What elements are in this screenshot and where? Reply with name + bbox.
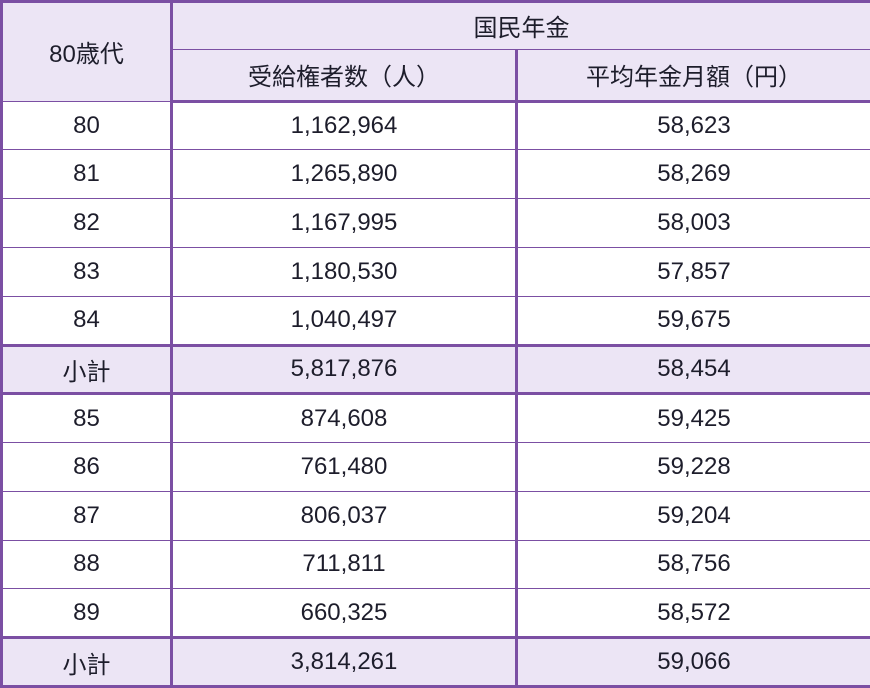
subtotal-row: 小計 5,817,876 58,454: [0, 343, 870, 396]
count-cell: 711,811: [170, 539, 518, 590]
age-cell: 82: [0, 198, 173, 248]
count-cell: 3,814,261: [170, 636, 518, 688]
count-cell: 660,325: [170, 588, 518, 639]
age-cell: 85: [0, 393, 173, 444]
age-cell: 89: [0, 588, 173, 639]
count-cell: 1,040,497: [170, 295, 518, 346]
amount-cell: 58,756: [515, 539, 870, 590]
pension-type-header: 国民年金: [170, 1, 870, 50]
count-cell: 1,180,530: [170, 247, 518, 297]
age-cell: 84: [0, 295, 173, 346]
age-cell: 88: [0, 539, 173, 590]
table-row: 82 1,167,995 58,003: [0, 198, 870, 248]
count-cell: 1,167,995: [170, 198, 518, 248]
header-row-columns: 受給権者数（人） 平均年金月額（円）: [2, 48, 870, 103]
table-row: 80 1,162,964 58,623: [0, 100, 870, 151]
table-row: 85 874,608 59,425: [0, 393, 870, 444]
age-cell: 小計: [0, 343, 173, 396]
amount-cell: 58,003: [515, 198, 870, 248]
count-cell: 5,817,876: [170, 343, 518, 396]
amount-cell: 58,454: [515, 343, 870, 396]
table-row: 83 1,180,530 57,857: [0, 247, 870, 297]
amount-cell: 59,675: [515, 295, 870, 346]
count-cell: 806,037: [170, 490, 518, 541]
count-cell: 1,265,890: [170, 149, 518, 200]
age-cell: 80: [0, 100, 173, 151]
amount-cell: 58,623: [515, 100, 870, 151]
amount-cell: 59,425: [515, 393, 870, 444]
table-row: 88 711,811 58,756: [0, 539, 870, 590]
count-cell: 1,162,964: [170, 100, 518, 151]
age-group-header: 80歳代: [0, 1, 173, 102]
table-row: 86 761,480 59,228: [0, 442, 870, 492]
age-cell: 81: [0, 149, 173, 200]
age-cell: 86: [0, 442, 173, 492]
count-cell: 874,608: [170, 393, 518, 444]
table-row: 87 806,037 59,204: [0, 490, 870, 541]
header-row-group: 80歳代 国民年金: [0, 1, 870, 102]
table-row: 84 1,040,497 59,675: [0, 295, 870, 346]
amount-cell: 59,066: [515, 636, 870, 688]
age-cell: 83: [0, 247, 173, 297]
age-cell: 87: [0, 490, 173, 541]
amount-cell: 58,269: [515, 149, 870, 200]
subtotal-row: 小計 3,814,261 59,066: [0, 636, 870, 688]
amount-cell: 57,857: [515, 247, 870, 297]
table-row: 81 1,265,890 58,269: [0, 149, 870, 200]
count-column-header: 受給権者数（人）: [170, 48, 518, 103]
age-cell: 小計: [0, 636, 173, 688]
amount-cell: 59,228: [515, 442, 870, 492]
table-row: 89 660,325 58,572: [0, 588, 870, 639]
count-cell: 761,480: [170, 442, 518, 492]
amount-cell: 58,572: [515, 588, 870, 639]
amount-cell: 59,204: [515, 490, 870, 541]
amount-column-header: 平均年金月額（円）: [515, 48, 870, 103]
